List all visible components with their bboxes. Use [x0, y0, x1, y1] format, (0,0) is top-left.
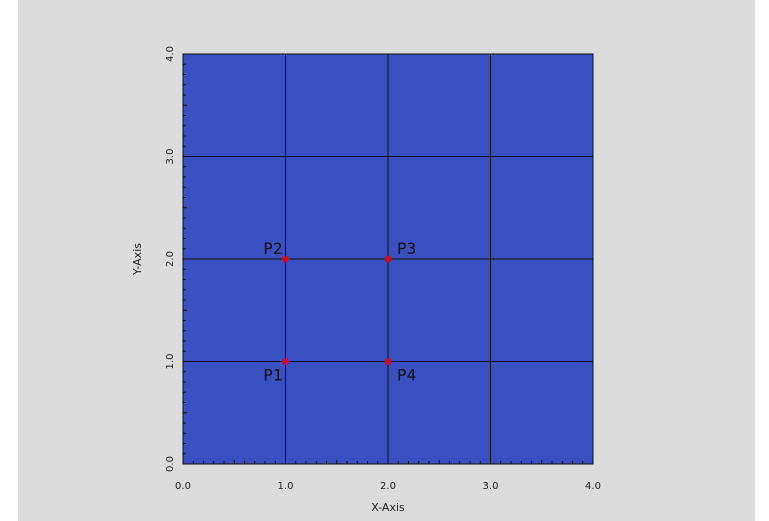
data-point-p4 [384, 358, 392, 365]
data-point-p1 [282, 358, 289, 365]
data-point-p3 [384, 255, 392, 263]
y-tick-label: 3.0 [165, 149, 176, 165]
point-label-p3: P3 [397, 239, 416, 258]
plot-border [182, 53, 594, 465]
x-tick-label: 1.0 [278, 481, 294, 492]
tick-labels: 0.0 1.0 2.0 3.0 4.0 0.0 1.0 2.0 3.0 4.0 [165, 46, 601, 492]
y-axis-title: Y-Axis [131, 243, 144, 276]
y-tick-label: 4.0 [165, 46, 176, 62]
y-tick-label: 1.0 [165, 354, 176, 370]
x-tick-label: 3.0 [483, 481, 499, 492]
data-points: P1 P2 P3 P4 [263, 239, 416, 385]
point-label-p4: P4 [397, 366, 416, 385]
x-tick-label: 2.0 [380, 481, 396, 492]
x-axis-title: X-Axis [371, 501, 405, 514]
x-tick-label: 4.0 [585, 481, 601, 492]
point-label-p2: P2 [263, 239, 282, 258]
data-point-p2 [282, 255, 289, 263]
chart-panel: 0.0 1.0 2.0 3.0 4.0 0.0 1.0 2.0 3.0 4.0 P1 P2 P3 P4 … [18, 0, 755, 521]
point-label-p1: P1 [263, 366, 282, 385]
x-tick-label: 0.0 [175, 481, 191, 492]
y-tick-label: 2.0 [165, 251, 176, 267]
y-tick-label: 0.0 [165, 456, 176, 472]
